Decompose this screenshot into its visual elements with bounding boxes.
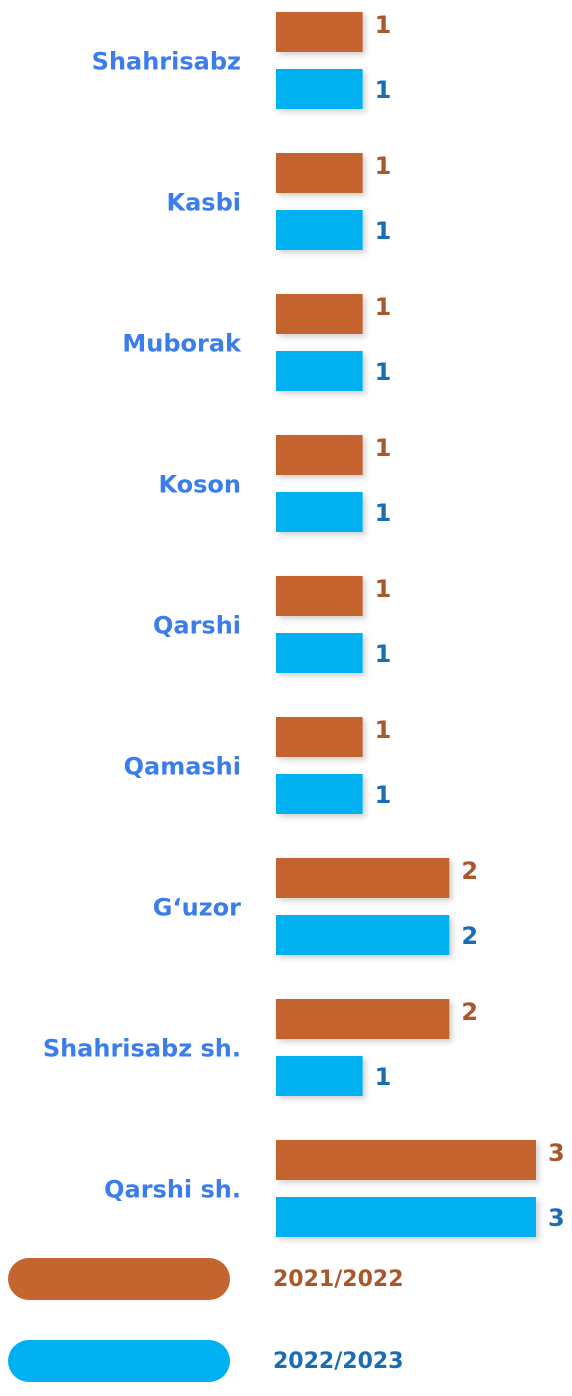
bar <box>276 915 450 955</box>
bar <box>276 576 363 616</box>
bar <box>276 774 363 814</box>
value-label: 1 <box>375 11 392 39</box>
value-label: 1 <box>375 575 392 603</box>
value-label: 1 <box>375 499 392 527</box>
category-label: Muborak <box>122 330 242 358</box>
category-label: G‘uzor <box>153 894 241 922</box>
category-label: Shahrisabz <box>92 48 241 76</box>
value-label: 2 <box>461 998 478 1026</box>
value-label: 3 <box>548 1204 565 1232</box>
category-label: Koson <box>158 471 241 499</box>
value-label: 1 <box>375 781 392 809</box>
bar <box>276 858 450 898</box>
value-label: 3 <box>548 1139 565 1167</box>
bar <box>276 435 363 475</box>
bar <box>276 492 363 532</box>
bar <box>276 153 363 193</box>
bar <box>276 210 363 250</box>
bar <box>276 717 363 757</box>
value-label: 2 <box>461 922 478 950</box>
legend-label: 2022/2023 <box>273 1349 404 1374</box>
category-label: Qamashi <box>124 753 241 781</box>
value-label: 1 <box>375 293 392 321</box>
value-label: 2 <box>461 857 478 885</box>
bar <box>276 12 363 52</box>
legend-swatch <box>8 1340 230 1382</box>
bar <box>276 351 363 391</box>
bar <box>276 1197 536 1237</box>
value-label: 1 <box>375 434 392 462</box>
bar <box>276 633 363 673</box>
value-label: 1 <box>375 716 392 744</box>
bar <box>276 294 363 334</box>
bar <box>276 69 363 109</box>
bar <box>276 1140 536 1180</box>
category-label: Shahrisabz sh. <box>43 1035 241 1063</box>
value-label: 1 <box>375 640 392 668</box>
value-label: 1 <box>375 358 392 386</box>
value-label: 1 <box>375 76 392 104</box>
value-label: 1 <box>375 217 392 245</box>
legend-label: 2021/2022 <box>273 1267 404 1292</box>
bar <box>276 1056 363 1096</box>
category-label: Kasbi <box>167 189 241 217</box>
category-label: Qarshi sh. <box>104 1176 241 1204</box>
category-label: Qarshi <box>153 612 241 640</box>
legend-swatch <box>8 1258 230 1300</box>
bar <box>276 999 450 1039</box>
value-label: 1 <box>375 1063 392 1091</box>
value-label: 1 <box>375 152 392 180</box>
